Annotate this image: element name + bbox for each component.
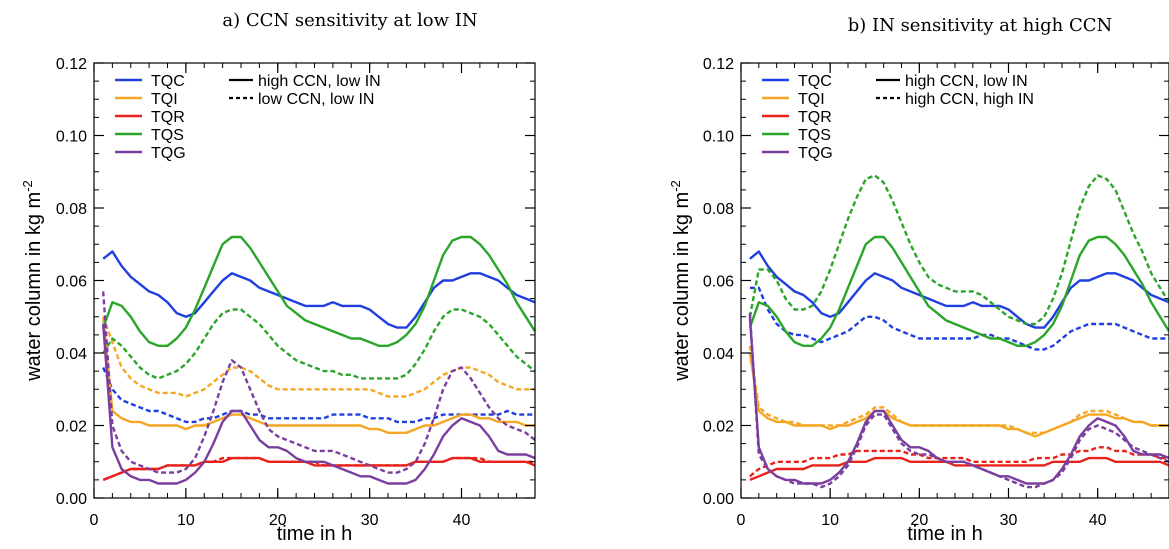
series-line-tqs-dashed <box>102 308 535 380</box>
legend-label-tqc: TQC <box>151 73 185 90</box>
series-line-tqi-dashed <box>748 345 1169 434</box>
x-axis-label: time in h <box>907 523 983 545</box>
series-line-tqg-dashed <box>102 291 535 474</box>
x-tick-label: 10 <box>177 512 195 529</box>
series-line-tqg-solid <box>102 323 535 485</box>
legend-label-tqg: TQG <box>798 145 833 162</box>
legend-style-label: low CCN, low IN <box>258 91 374 108</box>
chart-title: b) IN sensitivity at high CCN <box>848 15 1113 36</box>
legend-label-tqi: TQI <box>151 91 178 108</box>
x-tick-label: 30 <box>1000 512 1018 529</box>
legend-label-tqr: TQR <box>798 109 832 126</box>
y-axis-label-exponent: -2 <box>20 180 35 192</box>
y-axis-label-exponent: -2 <box>668 180 683 192</box>
legend-label-tqg: TQG <box>151 145 186 162</box>
y-tick-label: 0.02 <box>703 419 734 436</box>
y-axis-label: water column in kg m-2 <box>20 180 45 382</box>
legend-style-label: high CCN, low IN <box>905 73 1028 90</box>
chart-title: a) CCN sensitivity at low IN <box>222 10 477 31</box>
legend-label-tqc: TQC <box>798 73 832 90</box>
y-tick-label: 0.00 <box>56 491 87 508</box>
x-axis-label: time in h <box>277 523 353 545</box>
x-tick-label: 30 <box>361 512 379 529</box>
legend-label-tqs: TQS <box>151 127 184 144</box>
series-line-tqi-solid <box>748 352 1169 438</box>
x-tick-label: 10 <box>821 512 839 529</box>
series-line-tqs-solid <box>102 235 535 347</box>
series-line-tqg-solid <box>748 316 1169 485</box>
y-tick-label: 0.06 <box>56 274 87 291</box>
y-tick-label: 0.10 <box>56 129 87 146</box>
y-tick-label: 0.12 <box>56 56 87 73</box>
series-line-tqr-solid <box>749 456 1169 482</box>
series-line-tqs-solid <box>748 235 1169 347</box>
y-tick-label: 0.02 <box>56 419 87 436</box>
y-tick-label: 0.04 <box>56 346 87 363</box>
x-tick-label: 0 <box>737 512 746 529</box>
y-tick-label: 0.04 <box>703 346 734 363</box>
x-tick-label: 40 <box>1089 512 1107 529</box>
y-tick-label: 0.08 <box>703 201 734 218</box>
x-tick-label: 20 <box>910 512 928 529</box>
y-axis-label: water column in kg m-2 <box>668 180 693 382</box>
series-line-tqc-dashed <box>749 286 1169 351</box>
legend-style-label: high CCN, low IN <box>258 73 381 90</box>
legend-label-tqi: TQI <box>798 91 825 108</box>
series-line-tqr-dashed <box>102 456 535 482</box>
series-line-tqi-dashed <box>102 316 535 398</box>
y-tick-label: 0.00 <box>703 491 734 508</box>
series-line-tqr-dashed <box>749 446 1169 478</box>
y-axis-label-text: water column in kg m <box>23 192 45 382</box>
legend-label-tqr: TQR <box>151 109 185 126</box>
series-line-tqs-dashed <box>748 174 1169 326</box>
series-group <box>748 174 1169 489</box>
chart-panel-1: a) CCN sensitivity at low IN 0.00 0.02 0.04… <box>20 10 536 545</box>
y-tick-label: 0.08 <box>56 201 87 218</box>
series-group <box>102 235 535 485</box>
series-line-tqc-dashed <box>102 367 535 424</box>
series-line-tqc-solid <box>102 250 535 329</box>
y-tick-label: 0.06 <box>703 274 734 291</box>
series-line-tqi-solid <box>102 316 535 434</box>
legend-label-tqs: TQS <box>798 127 831 144</box>
chart-panel-2: b) IN sensitivity at high CCN 0.00 0.02 0.0… <box>668 15 1169 545</box>
series-line-tqc-solid <box>749 250 1169 329</box>
y-tick-label: 0.10 <box>703 129 734 146</box>
legend-style-label: high CCN, high IN <box>905 91 1034 108</box>
x-tick-label: 0 <box>90 512 99 529</box>
x-tick-label: 20 <box>269 512 287 529</box>
x-tick-label: 40 <box>453 512 471 529</box>
y-axis-label-text: water column in kg m <box>671 192 693 382</box>
y-tick-label: 0.12 <box>703 56 734 73</box>
